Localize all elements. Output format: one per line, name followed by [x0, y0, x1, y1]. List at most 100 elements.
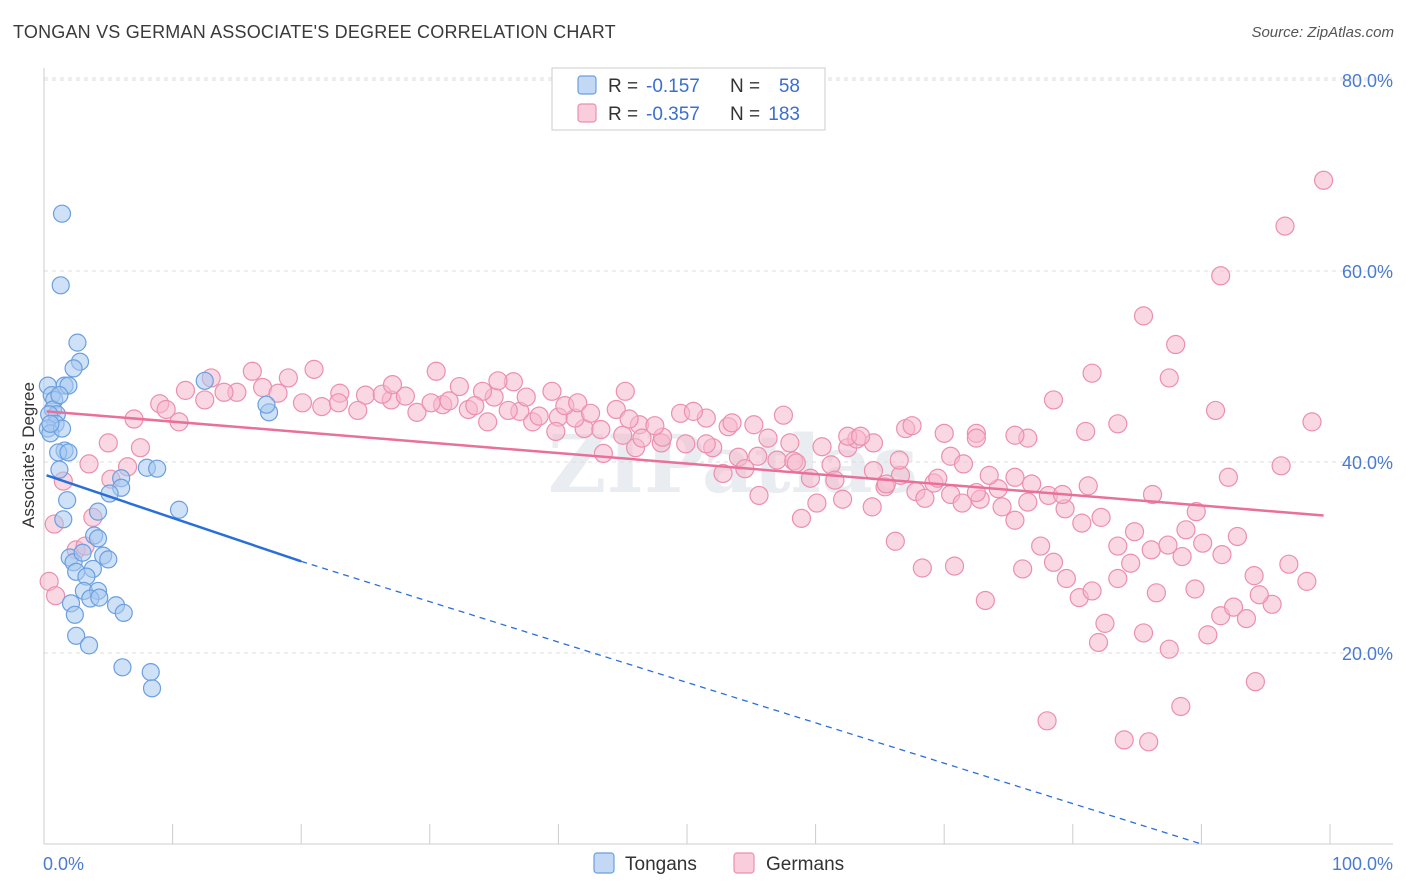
- german-point: [214, 382, 234, 402]
- german-point: [1142, 484, 1163, 505]
- tongan-point: [54, 510, 73, 529]
- german-point: [885, 531, 905, 551]
- german-point: [242, 361, 262, 381]
- german-point: [1043, 552, 1064, 572]
- german-point: [328, 393, 349, 413]
- german-point: [591, 419, 611, 440]
- german-point: [580, 403, 601, 423]
- german-point: [1022, 474, 1042, 494]
- legend-n-label: N =: [730, 76, 760, 97]
- tongan-point: [169, 500, 189, 519]
- german-point: [1244, 566, 1264, 586]
- tongan-point: [50, 386, 69, 405]
- tongan-point: [142, 679, 162, 698]
- legend-swatch-tongans: [577, 75, 597, 95]
- german-point: [195, 390, 215, 410]
- tongan-trendline: [46, 474, 302, 563]
- german-point: [348, 400, 368, 421]
- german-point: [889, 450, 909, 470]
- german-point: [1176, 520, 1196, 540]
- tongan-point: [50, 460, 69, 479]
- german-point: [407, 402, 427, 422]
- german-point: [632, 428, 652, 448]
- german-point: [478, 412, 498, 432]
- german-point: [966, 428, 986, 448]
- german-point: [1005, 510, 1025, 530]
- tongan-point: [51, 276, 70, 295]
- bottom-legend-label-germans: Germans: [766, 854, 844, 875]
- german-point: [1043, 390, 1064, 410]
- german-point: [645, 416, 665, 436]
- german-point: [568, 393, 588, 413]
- german-point: [744, 415, 764, 435]
- german-point: [1076, 421, 1096, 442]
- german-point: [934, 423, 954, 443]
- german-point: [975, 590, 995, 611]
- tongan-point: [195, 371, 214, 390]
- german-point: [1172, 546, 1192, 567]
- german-point: [1139, 732, 1159, 752]
- german-point: [1223, 597, 1244, 617]
- german-point: [1279, 554, 1299, 574]
- y-tick-label: 60.0%: [1342, 262, 1393, 282]
- tongan-point: [114, 603, 133, 622]
- x-tick-label-min: 0.0%: [43, 854, 84, 874]
- german-point: [312, 397, 332, 417]
- tongan-point: [64, 359, 83, 378]
- german-point: [395, 386, 415, 406]
- german-point: [98, 433, 118, 453]
- german-point: [1236, 609, 1257, 629]
- german-point: [1185, 579, 1205, 599]
- tongan-point: [99, 550, 118, 569]
- german-point: [1275, 216, 1295, 236]
- german-point: [421, 393, 441, 413]
- german-point: [1271, 456, 1291, 476]
- german-point: [1313, 170, 1334, 190]
- tongan-point: [79, 636, 99, 655]
- tongan-trendline-extrapolated: [301, 560, 1202, 845]
- trendlines: [46, 410, 1324, 845]
- german-point: [1088, 632, 1109, 653]
- german-point: [1108, 536, 1128, 556]
- tongan-point: [141, 662, 160, 682]
- german-point: [156, 399, 176, 420]
- german-point: [1056, 568, 1076, 589]
- german-point: [1078, 476, 1098, 496]
- german-point: [1005, 467, 1025, 487]
- german-point: [1031, 536, 1051, 556]
- german-point: [1091, 507, 1111, 527]
- german-point: [1227, 526, 1248, 547]
- german-point: [546, 421, 566, 442]
- german-point: [278, 368, 298, 388]
- bottom-legend-label-tongans: Tongans: [625, 854, 697, 875]
- german-point: [876, 474, 896, 494]
- german-point: [130, 438, 151, 458]
- stats-legend: R = -0.157 N = 58 R = -0.357 N = 183: [551, 67, 826, 131]
- german-point: [516, 387, 536, 407]
- german-point: [606, 399, 626, 420]
- german-point: [862, 497, 882, 517]
- german-points: [39, 170, 1334, 752]
- german-point: [683, 401, 704, 421]
- german-point: [786, 453, 806, 473]
- german-point: [1082, 363, 1102, 383]
- german-point: [902, 416, 922, 436]
- german-point: [1198, 625, 1218, 645]
- german-point: [619, 409, 639, 429]
- legend-r-label: R =: [608, 104, 638, 125]
- axes: [43, 68, 1393, 845]
- german-point: [292, 393, 313, 413]
- german-point: [992, 497, 1012, 517]
- legend-n-value-tongans: 58: [779, 76, 800, 97]
- german-point: [268, 383, 288, 403]
- german-point: [952, 493, 972, 513]
- tongan-point: [68, 333, 87, 352]
- german-point: [791, 508, 812, 528]
- german-point: [722, 413, 742, 433]
- german-point: [1218, 467, 1239, 487]
- german-point: [1205, 400, 1226, 421]
- german-point: [1121, 553, 1141, 573]
- legend-r-value-tongans: -0.157: [646, 76, 700, 97]
- legend-r-label: R =: [608, 76, 638, 97]
